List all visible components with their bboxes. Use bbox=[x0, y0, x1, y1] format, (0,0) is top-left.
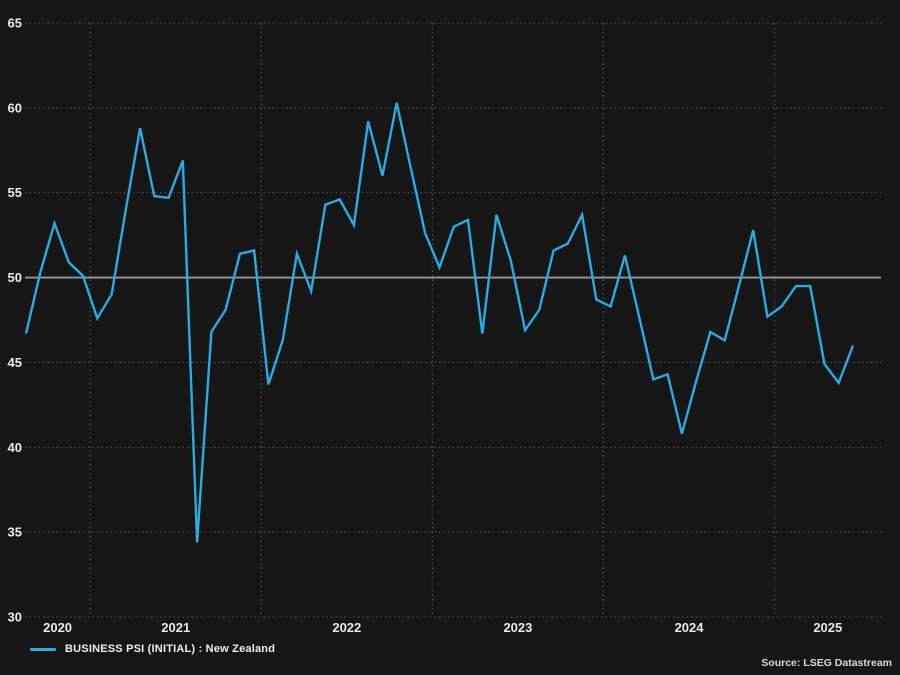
legend: BUSINESS PSI (INITIAL) : New Zealand bbox=[30, 643, 275, 655]
y-axis-tick-label: 50 bbox=[8, 270, 22, 285]
legend-line-swatch bbox=[30, 647, 56, 651]
x-axis-year-label: 2022 bbox=[332, 620, 361, 635]
y-axis-tick-label: 45 bbox=[8, 355, 22, 370]
x-axis-year-label: 2023 bbox=[503, 620, 532, 635]
y-axis-tick-label: 30 bbox=[8, 610, 22, 625]
x-axis-year-label: 2021 bbox=[161, 620, 190, 635]
y-axis-tick-label: 65 bbox=[8, 16, 22, 31]
y-axis-tick-label: 60 bbox=[8, 100, 22, 115]
source-note: Source: LSEG Datastream bbox=[761, 657, 892, 669]
x-axis-year-label: 2024 bbox=[675, 620, 705, 635]
psi-data-line bbox=[24, 102, 855, 543]
x-axis-year-label: 2025 bbox=[813, 620, 842, 635]
y-axis-tick-label: 35 bbox=[8, 525, 22, 540]
legend-label: BUSINESS PSI (INITIAL) : New Zealand bbox=[65, 643, 276, 655]
x-axis-year-label: 2020 bbox=[43, 620, 72, 635]
y-axis-tick-label: 55 bbox=[8, 185, 22, 200]
y-axis-tick-label: 40 bbox=[8, 440, 22, 455]
